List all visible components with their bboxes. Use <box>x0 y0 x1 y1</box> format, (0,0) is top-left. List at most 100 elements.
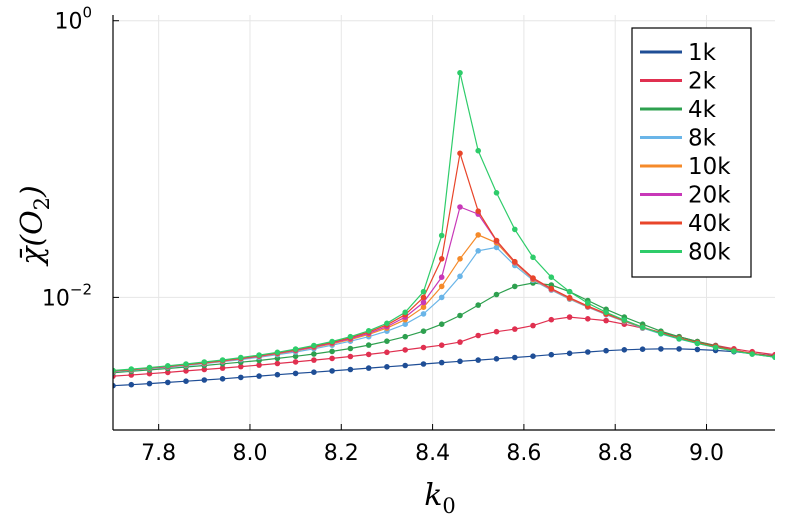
data-point-80k <box>493 190 500 196</box>
data-point-2k <box>165 369 171 376</box>
data-point-80k <box>238 354 244 361</box>
data-point-1k <box>128 381 135 388</box>
data-point-1k <box>438 359 445 366</box>
data-point-40k <box>420 294 427 301</box>
data-point-2k <box>219 365 226 371</box>
data-point-8k <box>420 311 427 317</box>
data-point-1k <box>146 380 153 387</box>
data-point-1k <box>347 366 354 373</box>
data-point-80k <box>530 254 536 261</box>
data-point-80k <box>274 349 281 356</box>
legend-label-1k: 1k <box>688 40 717 66</box>
data-point-2k <box>475 332 482 339</box>
data-point-80k <box>256 352 262 358</box>
data-point-80k <box>639 324 646 331</box>
data-point-1k <box>475 357 482 363</box>
data-point-2k <box>438 342 445 349</box>
data-point-80k <box>311 342 317 349</box>
data-point-4k <box>438 321 445 328</box>
data-point-1k <box>113 382 116 389</box>
data-point-80k <box>402 309 409 316</box>
legend-label-40k: 40k <box>688 211 731 237</box>
legend-label-8k: 8k <box>688 126 717 152</box>
data-point-80k <box>438 232 445 239</box>
data-point-80k <box>566 288 573 295</box>
data-point-40k <box>566 294 573 301</box>
y-tick-label: 100 <box>54 4 92 35</box>
data-point-1k <box>329 368 335 374</box>
data-point-80k <box>585 300 591 306</box>
data-point-1k <box>621 347 628 353</box>
data-point-4k <box>384 338 390 345</box>
data-point-4k <box>292 353 299 360</box>
data-point-80k <box>457 70 463 76</box>
data-point-2k <box>292 359 299 365</box>
data-point-1k <box>603 347 609 354</box>
data-point-2k <box>347 353 354 360</box>
x-tick-label: 8.2 <box>324 441 359 466</box>
data-point-80k <box>347 333 354 340</box>
data-point-40k <box>493 237 500 244</box>
data-point-4k <box>512 283 518 290</box>
x-tick-label: 8.6 <box>506 441 541 466</box>
data-point-1k <box>311 369 317 376</box>
data-point-1k <box>292 370 299 377</box>
legend-label-20k: 20k <box>688 183 731 209</box>
data-point-80k <box>128 366 135 372</box>
data-point-20k <box>420 299 427 306</box>
data-point-8k <box>475 248 482 254</box>
data-point-2k <box>201 366 208 373</box>
data-point-1k <box>420 361 427 367</box>
data-point-4k <box>311 351 317 357</box>
y-tick-label: 10−2 <box>42 280 92 311</box>
data-point-80k <box>420 288 427 295</box>
legend-label-4k: 4k <box>688 97 717 123</box>
data-point-1k <box>238 374 244 381</box>
data-point-8k <box>493 244 500 251</box>
data-point-80k <box>548 274 555 281</box>
data-point-40k <box>475 208 482 214</box>
x-tick-label: 9.0 <box>689 441 724 466</box>
data-point-40k <box>512 258 518 265</box>
data-point-4k <box>402 333 409 340</box>
data-point-1k <box>676 346 682 352</box>
data-point-1k <box>530 353 536 360</box>
data-point-2k <box>457 339 463 345</box>
x-tick-label: 8.4 <box>415 441 450 466</box>
y-axis-title: χ̄(O2) <box>15 185 54 267</box>
data-point-8k <box>402 321 409 328</box>
data-point-1k <box>457 358 463 365</box>
data-point-2k <box>585 316 591 322</box>
data-point-10k <box>420 304 427 311</box>
data-point-80k <box>603 309 609 316</box>
data-point-10k <box>438 283 445 290</box>
data-point-1k <box>566 350 573 357</box>
data-point-1k <box>548 351 555 358</box>
data-point-80k <box>365 328 372 334</box>
data-point-1k <box>183 378 189 385</box>
data-point-1k <box>274 371 281 378</box>
data-point-4k <box>365 342 372 348</box>
data-point-40k <box>530 275 536 281</box>
data-point-80k <box>219 357 226 363</box>
data-point-1k <box>639 346 646 353</box>
legend-label-10k: 10k <box>688 154 731 180</box>
data-point-1k <box>512 354 518 361</box>
data-point-2k <box>493 328 500 335</box>
data-point-40k <box>438 255 445 262</box>
data-point-80k <box>512 226 518 233</box>
data-point-2k <box>548 316 555 323</box>
data-point-80k <box>475 147 482 154</box>
data-point-2k <box>256 362 262 368</box>
data-point-80k <box>165 363 171 369</box>
data-point-2k <box>365 351 372 358</box>
data-point-1k <box>384 364 390 370</box>
data-point-80k <box>658 330 664 337</box>
data-point-2k <box>420 344 427 351</box>
data-point-2k <box>603 317 609 324</box>
data-point-4k <box>457 312 463 319</box>
data-point-1k <box>493 356 500 362</box>
data-point-4k <box>493 291 500 298</box>
